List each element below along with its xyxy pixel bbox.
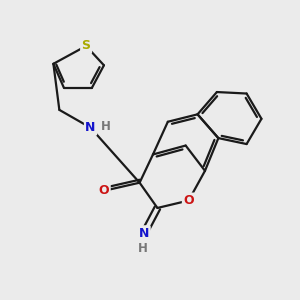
Text: O: O bbox=[99, 184, 109, 196]
Text: O: O bbox=[183, 194, 194, 207]
Text: H: H bbox=[138, 242, 148, 255]
Text: N: N bbox=[139, 227, 149, 240]
Text: H: H bbox=[101, 120, 111, 133]
Text: S: S bbox=[82, 40, 91, 52]
Text: N: N bbox=[85, 121, 96, 134]
